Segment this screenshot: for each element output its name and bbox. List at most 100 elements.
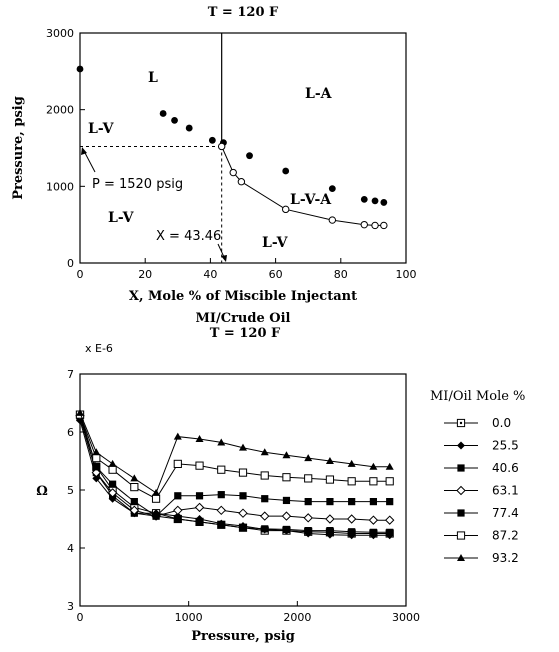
chart2-legend: MI/Oil Mole % 0.0 25.5 40.6 63.1 77.4 87.2 93.…: [430, 389, 525, 565]
series-line: [79, 414, 390, 500]
series-point: [304, 454, 313, 462]
omega-vs-pressure-chart: MI/Crude Oil T = 120 F x E-6 0 1000 2000 30…: [36, 311, 525, 644]
series-point: [346, 514, 357, 524]
legend-entry: 87.2: [444, 529, 519, 543]
series-63.1: [75, 411, 395, 525]
series-point: [386, 528, 394, 536]
series-point: [217, 438, 226, 446]
series-line: [79, 420, 390, 536]
chart1-filled-point: [328, 185, 336, 193]
legend-entry: 77.4: [444, 506, 519, 520]
chart1-guide-lines: [80, 33, 223, 263]
chart2-x-tick-label: 0: [77, 611, 84, 624]
series-point: [369, 528, 377, 536]
series-point: [130, 474, 139, 482]
series-point: [173, 459, 182, 468]
series-point: [347, 459, 356, 467]
series-point: [239, 443, 247, 451]
series-point: [260, 511, 270, 521]
region-label-l-v-right: L-V: [262, 235, 289, 251]
series-point: [194, 502, 205, 513]
series-line: [79, 412, 390, 494]
region-label-l: L: [148, 70, 158, 86]
series-point: [108, 465, 117, 474]
series-point: [107, 488, 118, 498]
annotation-pressure: P = 1520 psig: [92, 177, 183, 192]
legend-label: 40.6: [492, 461, 519, 475]
legend-entry: 40.6: [444, 461, 519, 475]
series-point: [303, 513, 313, 523]
series-point: [304, 527, 312, 535]
series-point: [91, 467, 102, 478]
series-point: [174, 492, 182, 500]
annotation-composition-arrowhead: [221, 255, 227, 262]
annotation-composition: X = 43.46: [156, 229, 221, 244]
chart2-x-tick-label: 3000: [392, 611, 420, 624]
series-point: [217, 465, 226, 474]
chart2-x-ticks: 0 1000 2000 3000: [77, 601, 420, 624]
region-label-l-v-left-lower: L-V: [108, 210, 135, 226]
legend-swatch-marker: [457, 509, 465, 517]
legend-swatch-marker: [457, 464, 465, 472]
chart1-filled-point: [380, 199, 388, 206]
chart1-boundary-curve: [221, 146, 384, 226]
chart1-open-point: [360, 220, 368, 229]
chart1-y-tick-label: 2000: [46, 104, 74, 117]
series-point: [369, 462, 378, 470]
series-40.6: [76, 413, 394, 536]
legend-label: 93.2: [492, 551, 519, 565]
legend-title: MI/Oil Mole %: [430, 389, 525, 404]
chart1-filled-point: [371, 197, 379, 205]
series-point: [386, 498, 394, 506]
series-line: [79, 415, 390, 521]
chart1-open-point: [229, 168, 237, 177]
chart1-y-tick-label: 0: [67, 257, 74, 270]
legend-swatch-marker-dot: [459, 421, 463, 425]
chart1-x-tick-label: 80: [334, 268, 348, 281]
chart1-filled-point: [246, 152, 253, 160]
series-point: [325, 457, 334, 464]
series-0.0: [75, 410, 394, 538]
chart1-filled-point: [185, 124, 193, 132]
series-point: [348, 528, 356, 536]
series-point: [369, 477, 378, 486]
series-point: [238, 468, 248, 477]
series-point: [92, 454, 101, 463]
chart1-x-ticks: 0 20 40 60 80 100: [77, 258, 417, 281]
series-point: [347, 477, 356, 486]
series-point: [217, 521, 225, 529]
chart2-x-axis-label: Pressure, psig: [191, 629, 295, 644]
chart1-filled-point: [282, 167, 290, 175]
series-point: [325, 514, 335, 524]
series-point: [92, 448, 101, 456]
chart2-subtitle: T = 120 F: [210, 326, 281, 341]
series-point: [304, 474, 313, 483]
series-point: [173, 432, 182, 440]
legend-entry: 63.1: [444, 484, 519, 498]
legend-entry: 25.5: [444, 439, 519, 453]
series-point: [385, 477, 394, 486]
series-point: [195, 434, 204, 442]
series-point: [152, 512, 160, 520]
chart1-filled-point: [208, 136, 216, 144]
chart1-open-point: [217, 142, 226, 151]
chart1-plot-frame: [79, 32, 407, 264]
series-line: [79, 417, 390, 533]
series-25.5: [76, 416, 394, 540]
series-point: [217, 491, 225, 499]
annotation-pressure-arrow: [83, 150, 96, 173]
series-point: [173, 505, 183, 516]
series-point: [92, 474, 101, 483]
chart1-x-tick-label: 100: [396, 268, 417, 281]
chart2-y-tick-label: 5: [67, 484, 74, 497]
series-point: [151, 494, 161, 503]
series-point: [281, 511, 292, 521]
chart2-y-tick-label: 7: [67, 368, 74, 381]
legend-swatch-marker: [456, 531, 466, 540]
chart2-plot-frame: [79, 373, 407, 607]
series-point: [108, 459, 117, 467]
chart1-y-tick-label: 3000: [46, 27, 74, 40]
chart2-title: MI/Crude Oil: [196, 311, 291, 326]
chart2-y-tick-label: 4: [67, 542, 74, 555]
